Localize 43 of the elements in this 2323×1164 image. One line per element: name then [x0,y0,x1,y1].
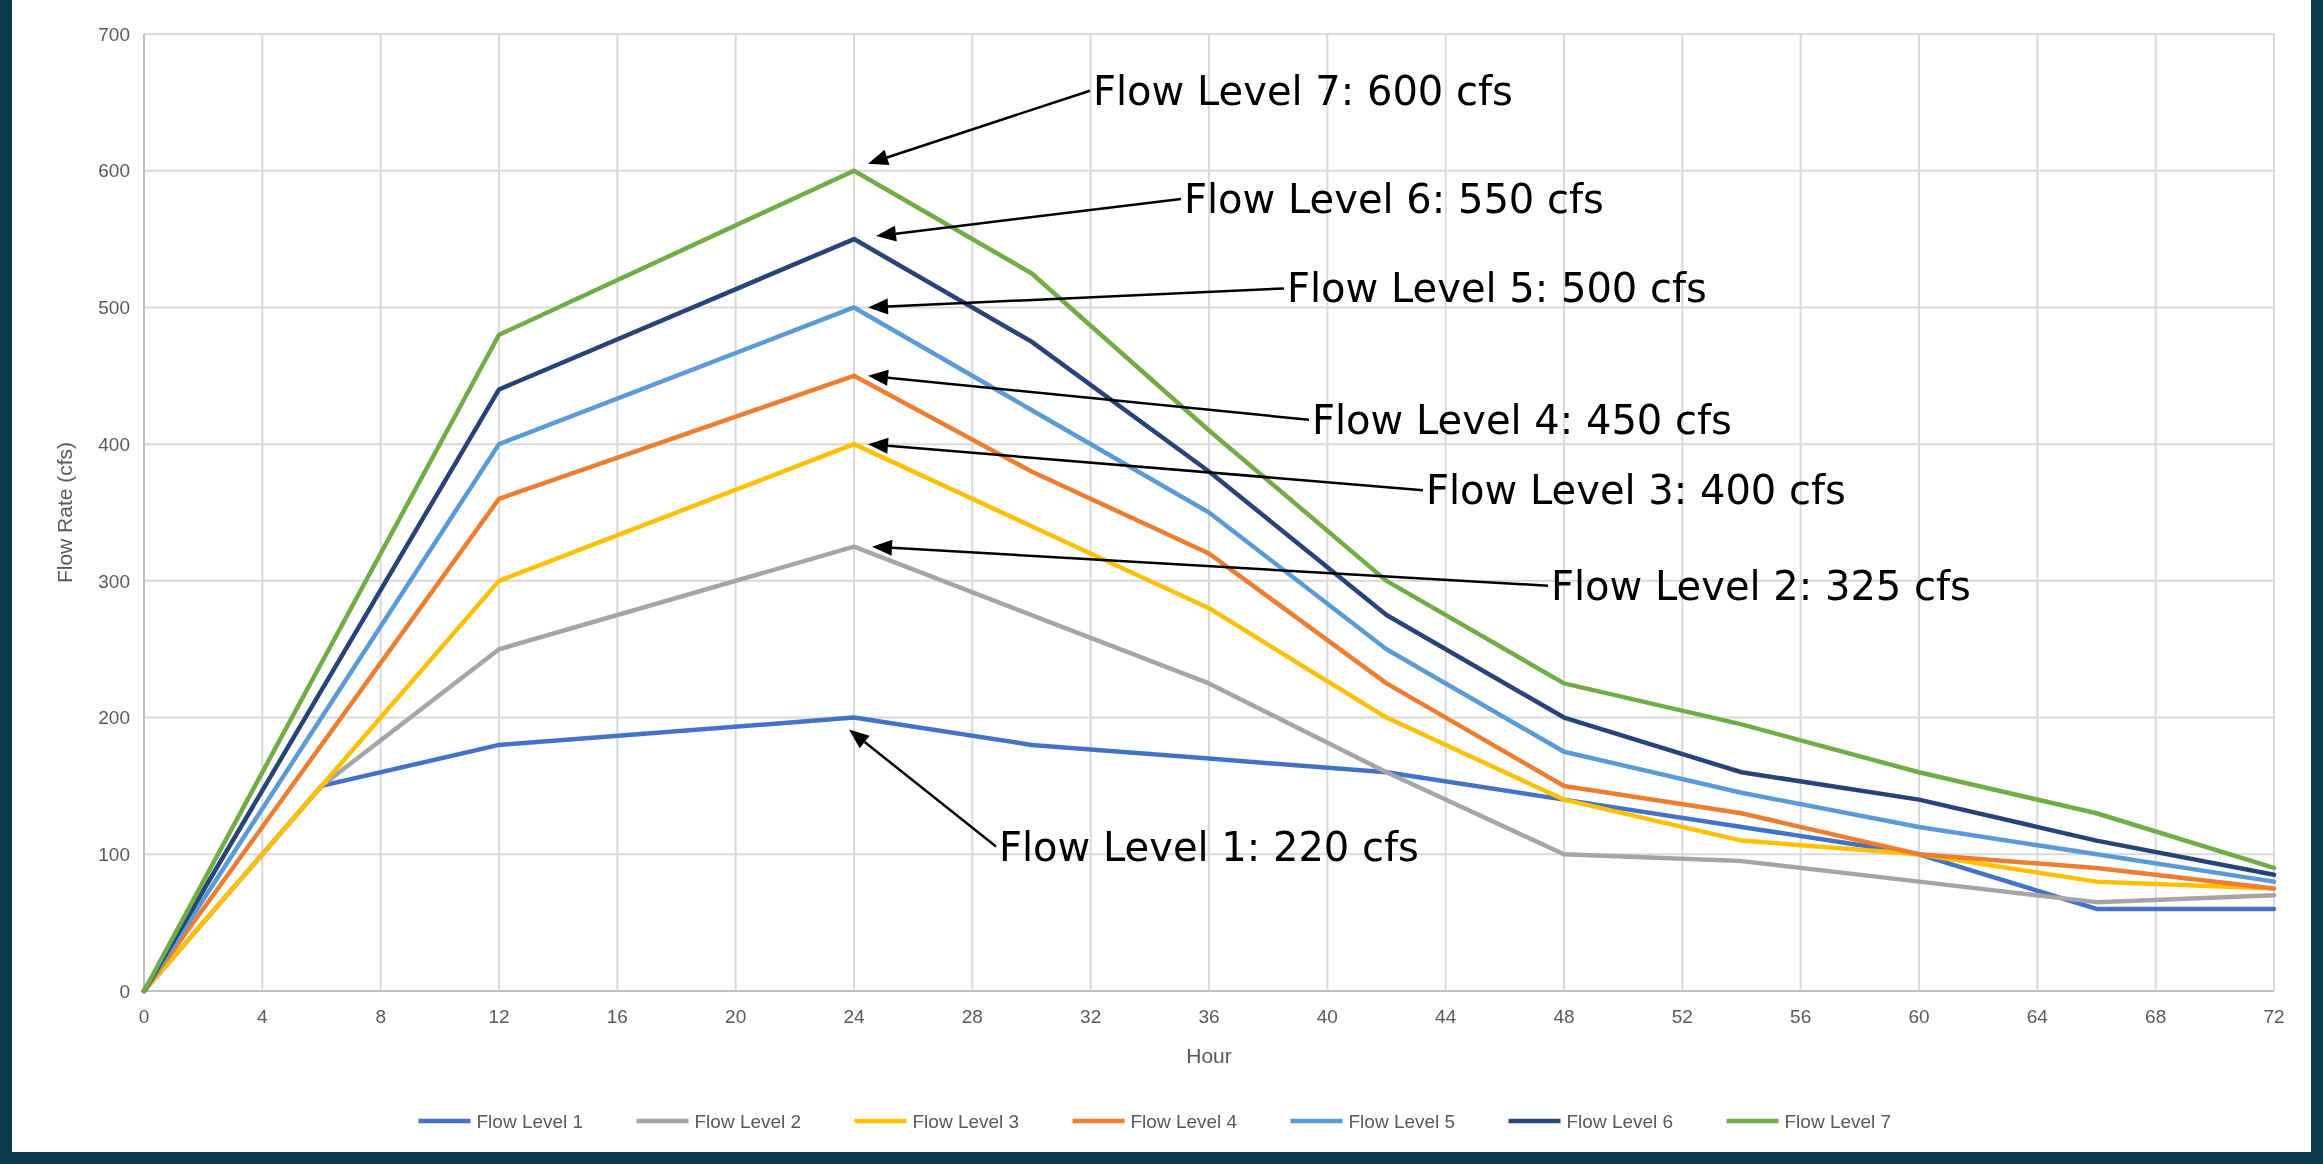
y-tick-label: 600 [98,160,130,182]
y-tick-label: 300 [98,570,130,592]
x-tick-label: 48 [1553,1006,1575,1027]
annotation: Flow Level 5: 500 cfs [1287,265,1707,312]
x-tick-label: 28 [961,1006,983,1027]
x-tick-label: 8 [375,1006,386,1027]
y-tick-label: 700 [98,23,130,45]
x-tick-label: 32 [1080,1006,1102,1027]
y-tick-label: 500 [98,297,130,319]
annotation: Flow Level 6: 550 cfs [1184,176,1604,223]
x-tick-label: 60 [1908,1006,1930,1027]
x-tick-label: 36 [1198,1006,1220,1027]
annotation: Flow Level 7: 600 cfs [1093,67,1513,114]
legend-label: Flow Level 3 [912,1110,1020,1132]
x-tick-label: 52 [1671,1006,1693,1027]
annotation: Flow Level 1: 220 cfs [999,823,1419,870]
y-axis-title: Flow Rate (cfs) [53,441,76,584]
x-tick-label: 24 [843,1006,865,1027]
x-tick-label: 68 [2145,1006,2167,1027]
y-tick-label: 200 [98,707,130,729]
x-tick-label: 0 [138,1006,150,1027]
annotation: Flow Level 4: 450 cfs [1312,396,1732,443]
x-tick-label: 44 [1435,1006,1457,1027]
x-tick-label: 4 [257,1006,269,1027]
annotation: Flow Level 2: 325 cfs [1551,562,1971,609]
x-tick-label: 56 [1790,1006,1812,1027]
x-tick-label: 40 [1316,1006,1338,1027]
legend-label: Flow Level 1 [476,1110,584,1132]
y-tick-label: 100 [98,843,130,865]
y-tick-label: 0 [119,980,130,1002]
annotation: Flow Level 3: 400 cfs [1426,467,1846,514]
legend-label: Flow Level 2 [694,1110,802,1132]
legend-label: Flow Level 7 [1784,1110,1892,1132]
x-tick-label: 16 [606,1006,628,1027]
legend-label: Flow Level 4 [1130,1110,1238,1132]
x-axis-title: Hour [1186,1044,1232,1067]
legend-label: Flow Level 5 [1348,1110,1456,1132]
legend-label: Flow Level 6 [1566,1110,1674,1132]
x-tick-label: 64 [2026,1006,2049,1027]
y-tick-label: 400 [98,433,130,455]
x-tick-label: 72 [2263,1006,2285,1027]
x-tick-label: 12 [488,1006,510,1027]
x-tick-label: 20 [725,1006,747,1027]
